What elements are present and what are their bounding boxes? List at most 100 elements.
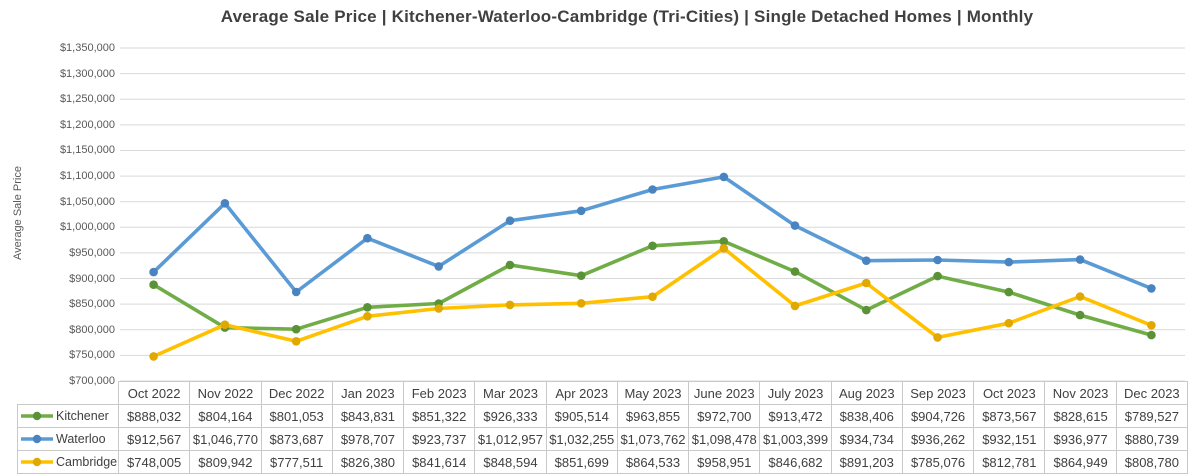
y-axis-tick-label: $1,100,000 <box>59 170 115 183</box>
value-cell-kitchener: $904,726 <box>901 404 975 428</box>
value-cell-waterloo: $934,734 <box>830 427 903 451</box>
kitchener-marker <box>719 237 729 246</box>
value-cell-kitchener: $804,164 <box>189 404 262 428</box>
cambridge-marker <box>149 352 158 361</box>
waterloo-marker <box>576 206 586 216</box>
value-cell-kitchener: $843,831 <box>331 404 405 428</box>
cambridge-marker <box>862 278 871 288</box>
value-cell-cambridge: $809,942 <box>189 450 262 474</box>
value-cell-kitchener: $873,567 <box>973 404 1046 428</box>
value-cell-cambridge: $958,951 <box>688 450 761 474</box>
month-header-cell: Jan 2023 <box>331 381 405 405</box>
waterloo-marker <box>220 199 230 208</box>
y-axis-tick-label: $950,000 <box>69 246 115 259</box>
cambridge-marker <box>363 312 372 321</box>
cambridge-marker <box>719 244 729 253</box>
cambridge-line <box>151 246 1154 359</box>
value-cell-cambridge: $777,511 <box>260 450 333 474</box>
legend-cell-cambridge: Cambridge <box>17 450 119 474</box>
waterloo-marker <box>790 221 800 230</box>
value-cell-waterloo: $936,977 <box>1044 427 1117 451</box>
value-cell-cambridge: $785,076 <box>901 450 975 474</box>
waterloo-marker <box>719 172 729 182</box>
month-header-cell: Oct 2022 <box>117 381 191 405</box>
value-cell-kitchener: $926,333 <box>474 404 547 428</box>
cambridge-marker <box>933 333 942 342</box>
series-name-label: Kitchener <box>56 409 109 423</box>
month-header-cell: Nov 2023 <box>1044 381 1117 405</box>
y-axis-tick-label: $1,250,000 <box>59 93 115 106</box>
waterloo-marker <box>434 262 444 271</box>
y-axis-tick-label: $750,000 <box>69 349 115 362</box>
cambridge-marker <box>648 292 657 302</box>
value-cell-waterloo: $978,707 <box>331 427 405 451</box>
cambridge-marker <box>291 337 301 346</box>
value-cell-kitchener: $888,032 <box>117 404 191 428</box>
kitchener-marker <box>576 271 586 281</box>
y-axis-tick-label: $1,300,000 <box>59 67 115 80</box>
month-header-cell: Aug 2023 <box>830 381 903 405</box>
cambridge-marker <box>220 320 230 330</box>
kitchener-marker <box>648 241 657 251</box>
value-cell-kitchener: $972,700 <box>688 404 761 428</box>
y-axis-tick-label: $1,200,000 <box>59 118 115 131</box>
kitchener-marker <box>363 303 372 312</box>
value-cell-kitchener: $838,406 <box>830 404 903 428</box>
value-cell-cambridge: $846,682 <box>759 450 832 474</box>
kitchener-marker <box>933 271 942 281</box>
value-cell-waterloo: $1,073,762 <box>616 427 690 451</box>
value-cell-kitchener: $913,472 <box>759 404 832 428</box>
value-cell-cambridge: $841,614 <box>403 450 476 474</box>
month-header-cell: July 2023 <box>759 381 832 405</box>
month-header-cell: Dec 2022 <box>260 381 333 405</box>
waterloo-marker <box>291 287 301 297</box>
table-row-waterloo: Waterloo $912,567 $1,046,770 $873,687 $978,7… <box>17 427 1188 451</box>
y-axis-tick-label: $1,000,000 <box>59 221 115 234</box>
cambridge-legend-line-marker-icon <box>21 457 53 467</box>
value-cell-waterloo: $912,567 <box>117 427 191 451</box>
value-cell-waterloo: $1,046,770 <box>189 427 262 451</box>
value-cell-cambridge: $848,594 <box>474 450 547 474</box>
cambridge-marker <box>505 300 515 310</box>
value-cell-waterloo: $1,098,478 <box>688 427 761 451</box>
cambridge-marker <box>576 299 586 308</box>
value-cell-waterloo: $873,687 <box>260 427 333 451</box>
value-cell-cambridge: $891,203 <box>830 450 903 474</box>
kitchener-legend-line-marker-icon <box>21 411 53 421</box>
value-cell-kitchener: $963,855 <box>616 404 690 428</box>
month-header-cell: May 2023 <box>616 381 690 405</box>
kitchener-marker <box>505 260 515 270</box>
cambridge-marker <box>434 304 444 313</box>
month-header-cell: Apr 2023 <box>545 381 618 405</box>
y-axis-tick-label: $1,350,000 <box>59 42 115 54</box>
series-name-label: Waterloo <box>56 432 106 446</box>
table-row-cambridge: Cambridge $748,005 $809,942 $777,511 $826,38… <box>17 450 1188 474</box>
corner-blank-cell <box>18 382 119 405</box>
month-header-cell: Mar 2023 <box>474 381 547 405</box>
waterloo-marker <box>933 255 942 265</box>
value-cell-kitchener: $828,615 <box>1044 404 1117 428</box>
waterloo-marker <box>149 267 158 277</box>
kitchener-marker <box>1004 287 1014 297</box>
value-cell-cambridge: $812,781 <box>973 450 1046 474</box>
month-header-cell: June 2023 <box>688 381 761 405</box>
value-cell-waterloo: $932,151 <box>973 427 1046 451</box>
kitchener-marker <box>1147 330 1156 340</box>
month-header-cell: Sep 2023 <box>901 381 975 405</box>
value-cell-cambridge: $826,380 <box>331 450 405 474</box>
y-axis-tick-label: $700,000 <box>69 375 115 387</box>
y-axis-tick-label: $850,000 <box>69 298 115 311</box>
month-header-cell: Dec 2023 <box>1115 381 1188 405</box>
waterloo-marker <box>1004 257 1014 267</box>
value-cell-waterloo: $1,012,957 <box>474 427 547 451</box>
waterloo-marker <box>648 185 657 194</box>
waterloo-marker <box>1075 255 1085 264</box>
kitchener-marker <box>790 267 800 276</box>
legend-cell-kitchener: Kitchener <box>17 404 119 428</box>
y-axis-tick-label: $1,050,000 <box>59 195 115 208</box>
cambridge-marker <box>790 301 800 311</box>
chart-title: Average Sale Price | Kitchener-Waterloo-… <box>220 7 1034 26</box>
value-cell-cambridge: $808,780 <box>1115 450 1188 474</box>
